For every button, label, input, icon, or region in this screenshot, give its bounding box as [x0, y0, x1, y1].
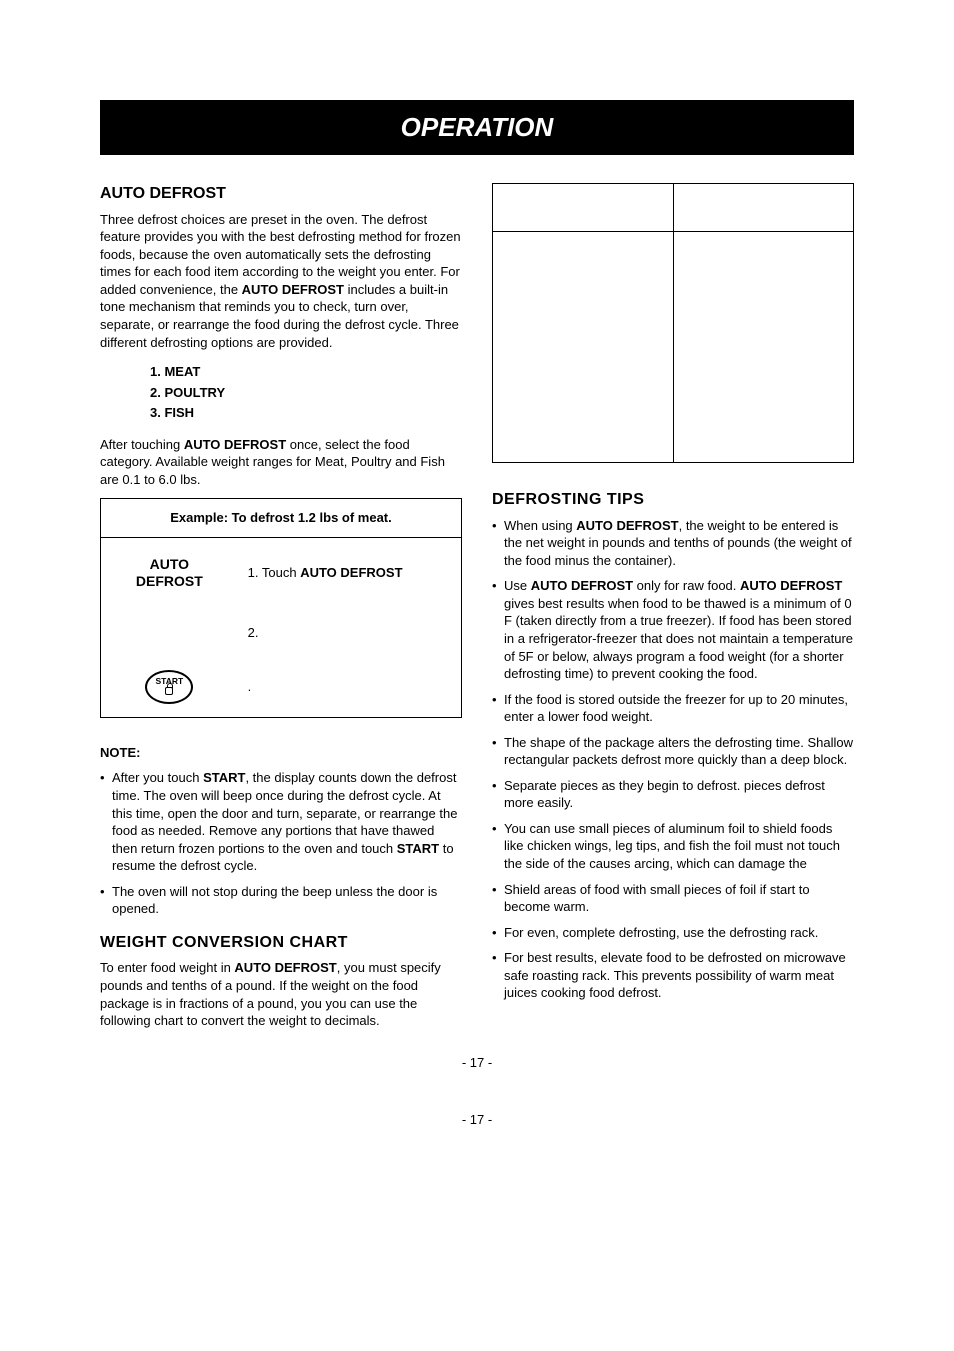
option-poultry: 2. POULTRY [150, 384, 462, 402]
text-bold: AUTO DEFROST [740, 578, 842, 593]
text-bold: AUTO DEFROST [234, 960, 336, 975]
wt-cell [673, 232, 854, 463]
tip-4: The shape of the package alters the defr… [492, 734, 854, 769]
tip-8: For even, complete defrosting, use the d… [492, 924, 854, 942]
note-list: After you touch START, the display count… [100, 769, 462, 917]
example-header: Example: To defrost 1.2 lbs of meat. [101, 499, 462, 538]
content-columns: AUTO DEFROST Three defrost choices are p… [100, 183, 854, 1040]
tip-3: If the food is stored outside the freeze… [492, 691, 854, 726]
example-step-2: 2. [238, 607, 462, 657]
heading-defrosting-tips: DEFROSTING TIPS [492, 489, 854, 511]
example-blank [101, 607, 238, 657]
tip-7: Shield areas of food with small pieces o… [492, 881, 854, 916]
defrost-options: 1. MEAT 2. POULTRY 3. FISH [150, 363, 462, 422]
option-meat: 1. MEAT [150, 363, 462, 381]
text: Use [504, 578, 531, 593]
auto-defrost-intro: Three defrost choices are preset in the … [100, 211, 462, 351]
wt-hdr-2 [673, 184, 854, 232]
wt-cell [493, 232, 674, 463]
tip-1: When using AUTO DEFROST, the weight to b… [492, 517, 854, 570]
heading-auto-defrost: AUTO DEFROST [100, 183, 462, 205]
text-bold: START [203, 770, 245, 785]
tip-5: Separate pieces as they begin to defrost… [492, 777, 854, 812]
text: gives best results when food to be thawe… [504, 596, 853, 681]
example-table: Example: To defrost 1.2 lbs of meat. AUT… [100, 498, 462, 718]
option-fish: 3. FISH [150, 404, 462, 422]
text: To enter food weight in [100, 960, 234, 975]
auto-defrost-button-graphic: AUTO DEFROST [111, 556, 228, 590]
text: only for raw food. [633, 578, 740, 593]
after-touching-text: After touching AUTO DEFROST once, select… [100, 436, 462, 489]
text: When using [504, 518, 576, 533]
example-step-3: . [238, 657, 462, 717]
page-number: - 17 - [100, 1054, 854, 1072]
note-item-1: After you touch START, the display count… [100, 769, 462, 874]
example-button-cell: AUTO DEFROST [101, 537, 238, 607]
note-label: NOTE: [100, 744, 462, 762]
text-bold: START [397, 841, 439, 856]
tip-2: Use AUTO DEFROST only for raw food. AUTO… [492, 577, 854, 682]
btn-line1: AUTO [150, 556, 189, 572]
page-banner: OPERATION [100, 100, 854, 155]
page-number-dup: - 17 - [100, 1111, 854, 1129]
weight-chart-intro: To enter food weight in AUTO DEFROST, yo… [100, 959, 462, 1029]
tip-6: You can use small pieces of aluminum foi… [492, 820, 854, 873]
example-step-1: 1. Touch AUTO DEFROST [238, 537, 462, 607]
note-item-2: The oven will not stop during the beep u… [100, 883, 462, 918]
lock-icon [165, 687, 173, 695]
left-column: AUTO DEFROST Three defrost choices are p… [100, 183, 462, 1040]
btn-line2: DEFROST [136, 573, 203, 589]
wt-hdr-1 [493, 184, 674, 232]
tips-list: When using AUTO DEFROST, the weight to b… [492, 517, 854, 1002]
text-bold: AUTO DEFROST [576, 518, 678, 533]
text: 1. Touch [248, 565, 301, 580]
right-column: DEFROSTING TIPS When using AUTO DEFROST,… [492, 183, 854, 1040]
tip-9: For best results, elevate food to be def… [492, 949, 854, 1002]
example-start-cell: START [101, 657, 238, 717]
text: After you touch [112, 770, 203, 785]
text: After touching [100, 437, 184, 452]
heading-weight-chart: WEIGHT CONVERSION CHART [100, 932, 462, 954]
text-bold: AUTO DEFROST [242, 282, 344, 297]
weight-conversion-table [492, 183, 854, 463]
text-bold: AUTO DEFROST [184, 437, 286, 452]
text-bold: AUTO DEFROST [531, 578, 633, 593]
start-button-graphic: START [145, 670, 193, 704]
text-bold: AUTO DEFROST [300, 565, 402, 580]
